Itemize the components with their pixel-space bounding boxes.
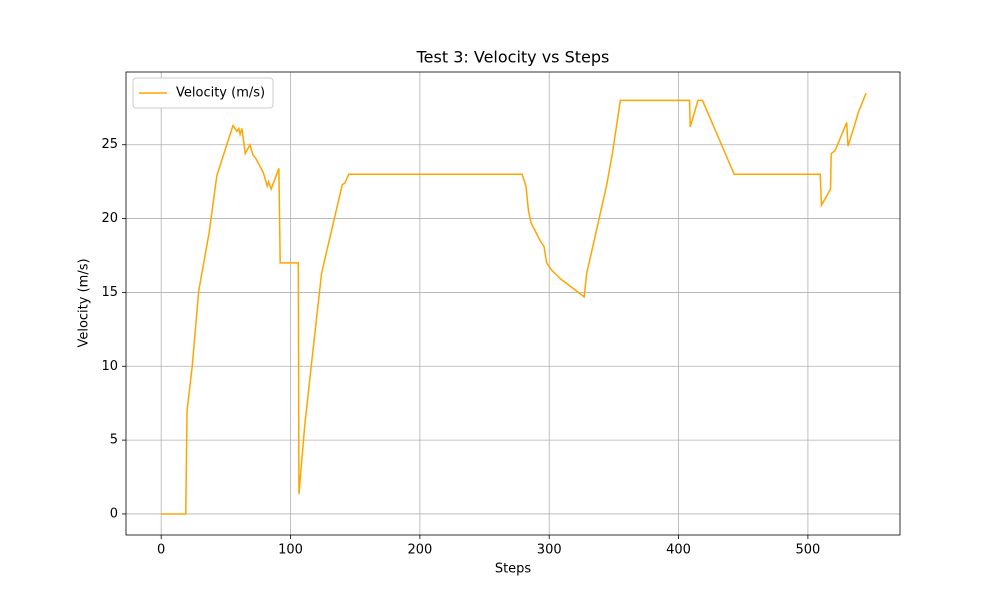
- y-tick-label: 10: [101, 359, 118, 374]
- x-tick-label: 100: [278, 543, 303, 558]
- x-tick-label: 200: [407, 543, 432, 558]
- y-axis-label: Velocity (m/s): [77, 258, 92, 347]
- y-tick-label: 0: [110, 506, 118, 521]
- legend-box: [132, 77, 274, 109]
- y-tick-label: 15: [101, 285, 118, 300]
- x-tick-label: 0: [157, 543, 165, 558]
- x-tick-label: 400: [666, 543, 691, 558]
- y-tick-label: 5: [110, 433, 118, 448]
- x-tick-label: 500: [795, 543, 820, 558]
- chart-title: Test 3: Velocity vs Steps: [416, 48, 610, 67]
- plot-frame: [125, 71, 901, 536]
- legend-label: Velocity (m/s): [176, 86, 265, 101]
- data-line: [161, 92, 867, 515]
- y-tick-label: 20: [101, 211, 118, 226]
- y-tick-label: 25: [101, 137, 118, 152]
- x-tick-label: 300: [537, 543, 562, 558]
- x-axis-label: Steps: [495, 562, 532, 577]
